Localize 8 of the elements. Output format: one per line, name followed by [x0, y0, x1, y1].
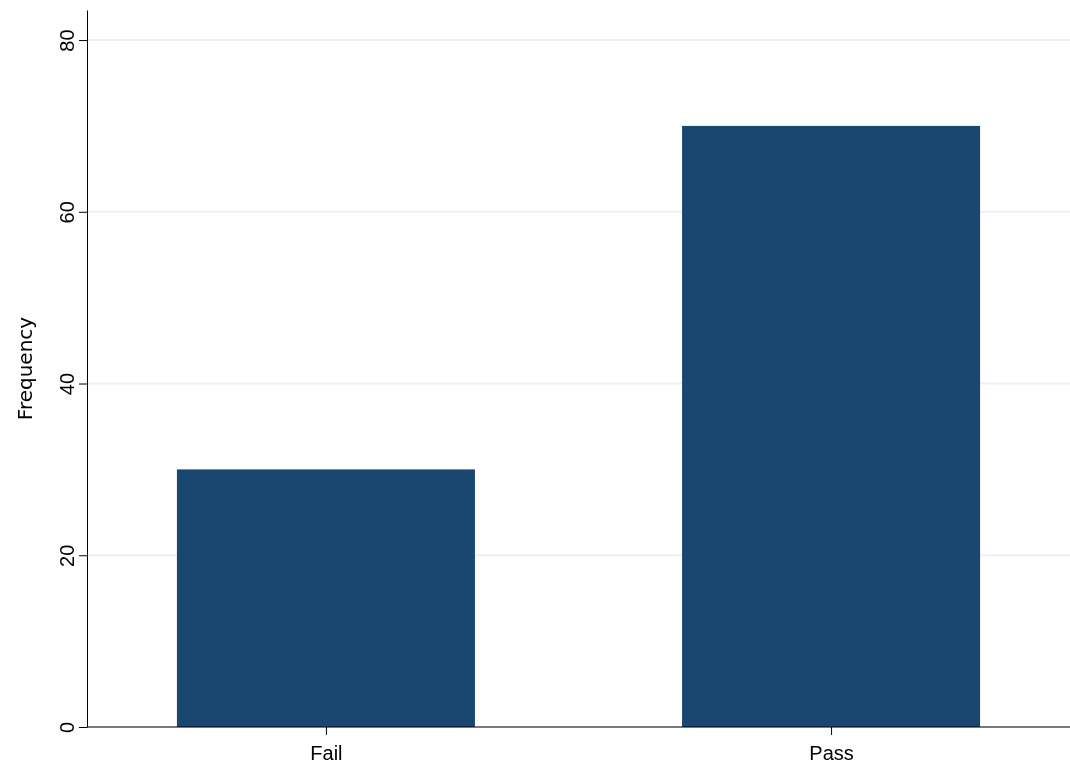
y-axis-title: Frequency [13, 316, 37, 421]
y-tick-label: 40 [56, 372, 78, 396]
x-tick-label: Fail [310, 742, 343, 763]
y-tick-label: 0 [56, 721, 78, 734]
x-tick-label: Pass [809, 742, 854, 763]
y-tick-label: 60 [56, 201, 78, 224]
y-tick-label: 20 [56, 544, 78, 567]
y-tick-label: 80 [56, 29, 78, 52]
